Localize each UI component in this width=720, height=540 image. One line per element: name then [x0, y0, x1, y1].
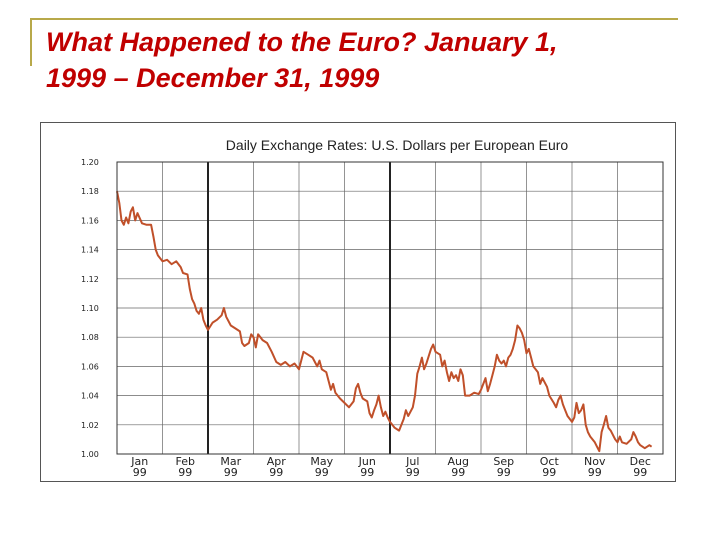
x-tick-month: Nov [584, 455, 606, 468]
exchange-rate-line [116, 191, 653, 453]
x-tick-year: 99 [451, 466, 465, 479]
x-tick-year: 99 [269, 466, 283, 479]
y-tick-label: 1.06 [81, 362, 99, 371]
x-tick-year: 99 [497, 466, 511, 479]
x-tick-month: Jul [405, 455, 419, 468]
x-tick-month: May [310, 455, 333, 468]
y-tick-label: 1.00 [81, 450, 99, 459]
x-axis-ticks: Jan99Feb99Mar99Apr99May99Jun99Jul99Aug99… [130, 455, 651, 479]
slide-title-line-2: 1999 – December 31, 1999 [46, 63, 380, 93]
x-tick-year: 99 [633, 466, 647, 479]
x-tick-month: Aug [448, 455, 469, 468]
y-tick-label: 1.10 [81, 304, 99, 313]
y-tick-label: 1.14 [81, 246, 99, 255]
x-tick-month: Mar [220, 455, 241, 468]
x-tick-month: Sep [493, 455, 514, 468]
y-tick-label: 1.16 [81, 216, 99, 225]
x-tick-year: 99 [360, 466, 374, 479]
x-tick-year: 99 [178, 466, 192, 479]
y-tick-label: 1.18 [81, 187, 99, 196]
x-tick-year: 99 [133, 466, 147, 479]
chart-canvas: Daily Exchange Rates: U.S. Dollars per E… [81, 137, 664, 479]
y-tick-label: 1.20 [81, 158, 99, 167]
y-tick-label: 1.12 [81, 275, 99, 284]
slide-title-line-1: What Happened to the Euro? January 1, [46, 27, 558, 57]
x-tick-year: 99 [542, 466, 556, 479]
y-tick-label: 1.04 [81, 392, 99, 401]
x-tick-month: Apr [267, 455, 287, 468]
exchange-rate-chart: Daily Exchange Rates: U.S. Dollars per E… [40, 122, 676, 482]
series-line-layer [116, 191, 653, 453]
x-tick-month: Feb [176, 455, 195, 468]
x-tick-month: Jan [130, 455, 148, 468]
y-axis-ticks: 1.00 1.02 1.04 1.06 1.08 1.10 1.12 1.14 1.16 1.18… [81, 158, 99, 459]
title-frame-left-rule [30, 18, 32, 66]
x-tick-year: 99 [224, 466, 238, 479]
y-tick-label: 1.02 [81, 421, 99, 430]
x-tick-month: Oct [540, 455, 560, 468]
plot-area-border [116, 161, 664, 455]
x-tick-year: 99 [406, 466, 420, 479]
x-tick-month: Jun [358, 455, 376, 468]
chart-title: Daily Exchange Rates: U.S. Dollars per E… [226, 137, 569, 153]
slide-title: What Happened to the Euro? January 1, 19… [46, 24, 696, 96]
x-tick-year: 99 [315, 466, 329, 479]
y-tick-label: 1.08 [81, 333, 99, 342]
title-frame-top-rule [30, 18, 678, 20]
x-tick-month: Dec [630, 455, 651, 468]
x-tick-year: 99 [588, 466, 602, 479]
